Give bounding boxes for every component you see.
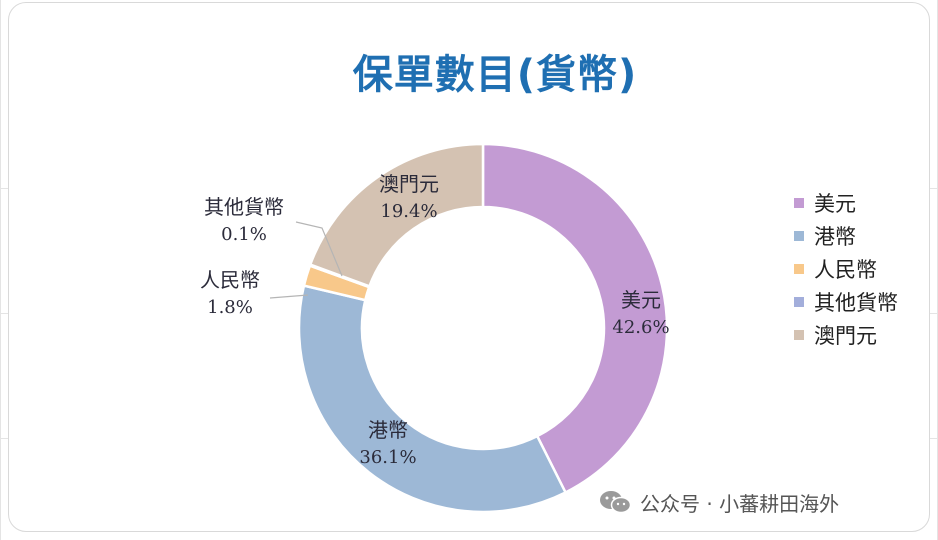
legend-item: 港幣: [794, 219, 934, 252]
wechat-icon: [600, 491, 632, 514]
legend-swatch: [794, 263, 804, 274]
donut-slice: [481, 142, 669, 495]
chart-title: 保單數目(貨幣): [352, 52, 638, 98]
legend-label: 其他貨幣: [814, 290, 898, 315]
donut-slices: [297, 142, 669, 514]
chart-area: [8, 2, 930, 532]
legend-item: 美元: [794, 186, 934, 219]
legend-label: 澳門元: [814, 323, 877, 348]
slice-value-label: 19.4%: [380, 201, 437, 222]
donut-slice: [308, 142, 485, 288]
slice-value-label: 42.6%: [612, 317, 669, 338]
slice-value-label: 1.8%: [207, 297, 253, 318]
slice-category-label: 人民幣: [200, 268, 260, 292]
slice-category-label: 其他貨幣: [204, 195, 284, 219]
slice-value-label: 36.1%: [359, 447, 416, 468]
chart-legend: 美元 港幣 人民幣 其他貨幣 澳門元: [794, 186, 934, 351]
legend-label: 美元: [814, 191, 856, 216]
legend-item: 人民幣: [794, 252, 934, 285]
donut-slice: [297, 284, 568, 514]
leader-lines: [269, 221, 343, 299]
legend-label: 港幣: [814, 224, 856, 249]
legend-swatch: [794, 329, 804, 340]
legend-label: 人民幣: [814, 257, 877, 282]
leader-line: [295, 221, 343, 277]
grid-line: [0, 0, 1, 540]
legend-item: 澳門元: [794, 318, 934, 351]
leader-line: [269, 294, 309, 299]
slice-value-label: 0.1%: [221, 224, 267, 245]
slice-category-label: 港幣: [368, 418, 408, 442]
legend-item: 其他貨幣: [794, 285, 934, 318]
legend-swatch: [794, 197, 804, 208]
legend-swatch: [794, 230, 804, 241]
watermark: 公众号 · 小蕃耕田海外: [598, 487, 839, 517]
slice-labels: 美元 42.6% 港幣 36.1% 人民幣 1.8% 其他貨幣 0.1% 澳門元 19.4%: [200, 172, 670, 468]
legend-swatch: [794, 296, 804, 307]
slice-category-label: 美元: [621, 288, 661, 312]
slice-category-label: 澳門元: [379, 172, 439, 196]
watermark-text: 公众号 · 小蕃耕田海外: [640, 491, 840, 516]
